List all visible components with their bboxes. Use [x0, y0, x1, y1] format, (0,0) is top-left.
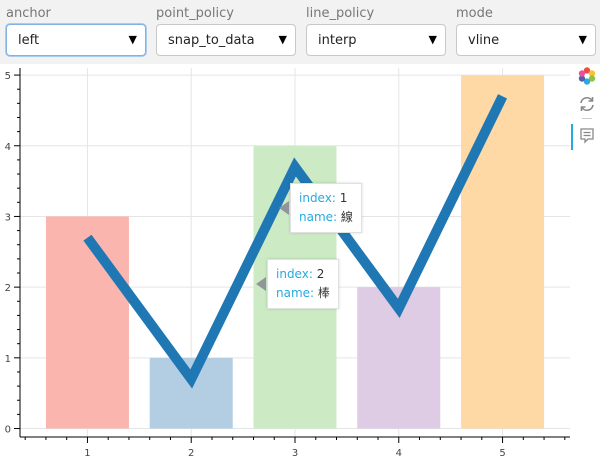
x-tick-label: 1	[84, 448, 90, 459]
point-policy-label: point_policy	[156, 6, 234, 21]
plot-canvas[interactable]: 1 2 3 4 5 0 1 2 3 4 5	[0, 64, 572, 459]
tooltip-line: index: 1 name: 線	[279, 183, 362, 233]
point-policy-select[interactable]: snap_to_data ▼	[156, 24, 296, 56]
x-tick-label: 5	[499, 448, 505, 459]
tooltip-name-value: 棒	[317, 286, 330, 300]
anchor-select[interactable]: left ▼	[6, 24, 146, 56]
line-policy-label: line_policy	[306, 6, 375, 21]
tooltip-pointer	[279, 201, 289, 215]
tooltip-name-key: name:	[299, 210, 338, 224]
x-tick-label: 3	[292, 448, 298, 459]
y-tick-label: 2	[5, 283, 11, 294]
widget-bar: anchor left ▼ point_policy snap_to_data …	[0, 0, 600, 64]
active-tool-indicator	[571, 124, 573, 150]
plot-toolbar	[574, 64, 600, 164]
toolbar-divider	[582, 118, 592, 119]
y-tick-label: 0	[5, 425, 11, 436]
y-tick-label: 3	[5, 212, 11, 223]
bokeh-logo-icon[interactable]	[577, 66, 597, 86]
chevron-down-icon: ▼	[578, 33, 587, 46]
chevron-down-icon: ▼	[128, 33, 137, 46]
mode-select[interactable]: vline ▼	[456, 24, 596, 56]
hover-tooltip-icon[interactable]	[577, 126, 597, 146]
tooltip-index-value: 2	[316, 267, 325, 281]
x-tick-label: 2	[188, 448, 194, 459]
y-tick-label: 5	[5, 71, 11, 82]
tooltip-name-key: name:	[276, 286, 315, 300]
point-policy-value: snap_to_data	[168, 33, 255, 48]
tooltip-name-value: 線	[340, 210, 353, 224]
bar-1	[45, 216, 129, 429]
tooltip-index-value: 1	[339, 191, 348, 205]
line-policy-select[interactable]: interp ▼	[306, 24, 446, 56]
line-series	[83, 94, 508, 389]
reset-icon[interactable]	[577, 94, 597, 114]
anchor-value: left	[18, 33, 40, 48]
tooltip-pointer	[256, 277, 266, 291]
y-tick-label: 4	[5, 142, 11, 153]
tooltip-index-key: index:	[299, 191, 336, 205]
y-tick-label: 1	[5, 354, 11, 365]
chevron-down-icon: ▼	[278, 33, 287, 46]
bar-5	[461, 75, 545, 429]
tooltip-bar: index: 2 name: 棒	[256, 259, 339, 309]
line-policy-value: interp	[318, 33, 357, 48]
tooltip-index-key: index:	[276, 267, 313, 281]
x-tick-label: 4	[396, 448, 402, 459]
mode-label: mode	[456, 6, 493, 21]
anchor-label: anchor	[6, 6, 51, 21]
mode-value: vline	[468, 33, 500, 48]
chevron-down-icon: ▼	[428, 33, 437, 46]
